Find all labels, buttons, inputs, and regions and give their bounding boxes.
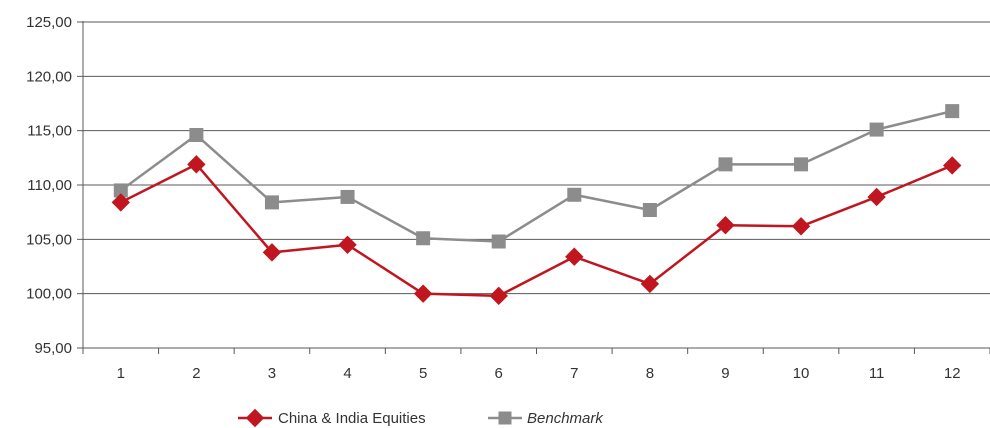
y-tick-label-3: 110,00 bbox=[27, 177, 72, 194]
legend-label-benchmark: Benchmark bbox=[527, 410, 604, 427]
point-china-india-9 bbox=[716, 216, 735, 235]
x-tick-label-1: 1 bbox=[117, 365, 125, 382]
y-tick-label-5: 120,00 bbox=[26, 68, 72, 85]
y-tick-label-2: 105,00 bbox=[26, 231, 72, 248]
point-benchmark-9 bbox=[718, 157, 733, 172]
point-china-india-3 bbox=[262, 243, 282, 262]
point-benchmark-2 bbox=[189, 128, 204, 143]
x-tick-label-10: 10 bbox=[793, 365, 810, 382]
point-china-india-7 bbox=[565, 247, 584, 266]
legend-swatch-marker-benchmark bbox=[498, 411, 512, 425]
point-benchmark-1 bbox=[113, 183, 128, 198]
x-tick-label-12: 12 bbox=[944, 365, 961, 382]
y-tick-label-6: 125,00 bbox=[26, 14, 72, 31]
y-tick-label-0: 95,00 bbox=[34, 340, 72, 357]
series-benchmark bbox=[113, 104, 960, 249]
x-axis-tick-labels: 1 2 3 4 5 6 7 8 9 10 11 12 bbox=[117, 365, 961, 382]
point-china-india-8 bbox=[640, 274, 660, 294]
series-china-india bbox=[111, 155, 962, 306]
point-china-india-6 bbox=[489, 286, 508, 306]
point-china-india-4 bbox=[338, 235, 357, 254]
legend-label-china-india: China & India Equities bbox=[278, 410, 426, 427]
point-benchmark-6 bbox=[491, 234, 506, 249]
point-china-india-5 bbox=[413, 284, 433, 303]
x-tick-label-3: 3 bbox=[268, 365, 276, 382]
x-tick-label-9: 9 bbox=[721, 365, 729, 382]
legend-item-benchmark: Benchmark bbox=[488, 410, 604, 427]
point-benchmark-5 bbox=[416, 231, 431, 246]
legend-item-china-india: China & India Equities bbox=[238, 408, 426, 428]
point-benchmark-8 bbox=[642, 202, 657, 217]
point-benchmark-4 bbox=[340, 189, 355, 204]
point-china-india-2 bbox=[187, 155, 206, 174]
point-benchmark-12 bbox=[945, 104, 960, 119]
x-tick-label-7: 7 bbox=[570, 365, 578, 382]
x-tick-label-2: 2 bbox=[192, 365, 200, 382]
legend: China & India Equities Benchmark bbox=[238, 408, 604, 428]
axes bbox=[77, 21, 990, 354]
x-tick-label-11: 11 bbox=[869, 365, 885, 382]
legend-swatch-marker-china-india bbox=[245, 408, 265, 428]
x-tick-label-6: 6 bbox=[495, 365, 503, 382]
point-benchmark-10 bbox=[794, 157, 809, 172]
x-tick-label-5: 5 bbox=[419, 365, 427, 382]
y-tick-label-1: 100,00 bbox=[26, 286, 72, 303]
x-tick-label-8: 8 bbox=[646, 365, 654, 382]
series-line-china-india bbox=[120, 163, 953, 298]
point-china-india-1 bbox=[111, 193, 130, 212]
x-tick-label-4: 4 bbox=[343, 365, 351, 382]
point-benchmark-11 bbox=[869, 122, 884, 137]
point-china-india-11 bbox=[867, 187, 886, 207]
point-china-india-10 bbox=[791, 217, 811, 236]
series-layer bbox=[111, 104, 962, 306]
point-china-india-12 bbox=[943, 156, 962, 175]
point-benchmark-7 bbox=[567, 187, 582, 202]
series-line-benchmark bbox=[120, 109, 953, 243]
y-axis-tick-labels: 95,00 100,00 105,00 110,00 115,00 120,00 125,0… bbox=[26, 14, 72, 357]
point-benchmark-3 bbox=[264, 195, 279, 210]
y-tick-label-4: 115,00 bbox=[27, 123, 72, 140]
grid-lines bbox=[83, 21, 990, 295]
